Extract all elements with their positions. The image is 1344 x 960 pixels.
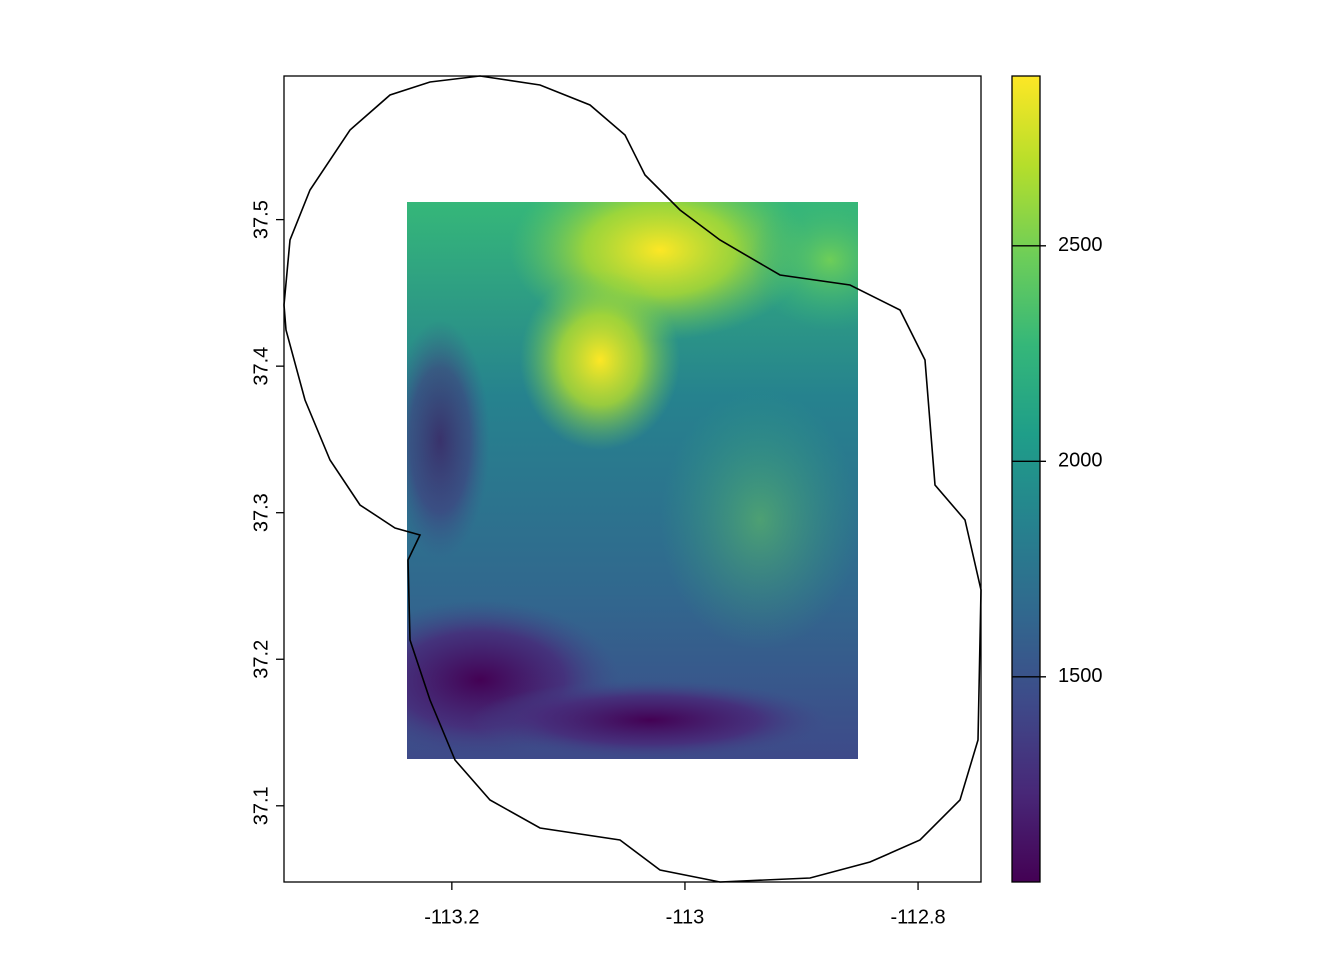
colorbar — [1011, 75, 1041, 883]
elevation-raster — [407, 202, 858, 759]
y-tick-label: 37.1 — [250, 786, 272, 825]
boundary-outline — [283, 75, 982, 883]
x-tick-label: -113.2 — [424, 906, 479, 928]
y-tick-label: 37.4 — [250, 347, 272, 386]
y-tick-label: 37.3 — [250, 493, 272, 532]
x-tick-label: -112.8 — [890, 906, 945, 928]
plot-frame — [283, 75, 982, 883]
colorbar-tick-label: 1500 — [1058, 665, 1103, 687]
colorbar-tick-label: 2500 — [1058, 234, 1103, 256]
y-tick-label: 37.5 — [250, 200, 272, 239]
y-tick-label: 37.2 — [250, 640, 272, 679]
colorbar-tick-label: 2000 — [1058, 450, 1103, 472]
x-tick-label: -113 — [666, 906, 705, 928]
